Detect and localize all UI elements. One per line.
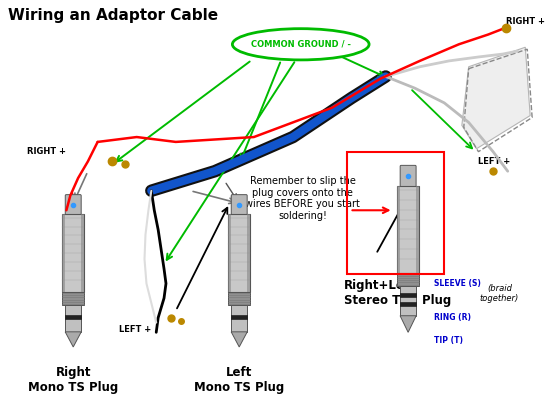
Text: (braid
together): (braid together) (480, 284, 519, 303)
Text: RIGHT +: RIGHT + (506, 17, 544, 26)
Bar (231, 304, 248, 332)
Bar (398, 186, 400, 272)
Bar (228, 214, 231, 292)
Bar (231, 316, 248, 319)
Polygon shape (65, 332, 81, 347)
Bar (416, 186, 419, 272)
FancyBboxPatch shape (231, 195, 247, 215)
Bar (400, 302, 416, 306)
FancyBboxPatch shape (400, 165, 416, 187)
Text: RIGHT +: RIGHT + (28, 147, 67, 156)
Text: Remember to slip the
plug covers onto the
wires BEFORE you start
soldering!: Remember to slip the plug covers onto th… (245, 176, 360, 221)
Text: Right+Left
Stereo TRS Plug: Right+Left Stereo TRS Plug (344, 279, 451, 307)
Bar (228, 214, 250, 292)
Text: COMMON GROUND / -: COMMON GROUND / - (251, 40, 351, 49)
Bar (400, 293, 416, 297)
Ellipse shape (233, 29, 369, 60)
Bar (63, 214, 84, 292)
Bar (81, 214, 84, 292)
Bar (63, 214, 65, 292)
Text: LEFT +: LEFT + (478, 157, 511, 166)
Text: LEFT +: LEFT + (119, 324, 151, 334)
Bar (65, 316, 81, 319)
Polygon shape (462, 47, 530, 149)
Bar (65, 304, 81, 332)
Polygon shape (400, 316, 416, 332)
Bar (400, 286, 416, 316)
Bar (228, 292, 250, 304)
Bar (63, 292, 84, 304)
Text: Wiring an Adaptor Cable: Wiring an Adaptor Cable (8, 8, 218, 23)
Text: Right
Mono TS Plug: Right Mono TS Plug (28, 366, 118, 394)
Bar (346, 152, 444, 274)
Text: RING (R): RING (R) (434, 313, 471, 322)
Text: Left
Mono TS Plug: Left Mono TS Plug (194, 366, 284, 394)
Bar (398, 186, 419, 272)
Text: TIP (T): TIP (T) (434, 336, 464, 345)
Text: SLEEVE (S): SLEEVE (S) (434, 279, 481, 288)
Bar (248, 214, 250, 292)
Polygon shape (231, 332, 248, 347)
FancyBboxPatch shape (65, 195, 81, 215)
Bar (398, 272, 419, 286)
